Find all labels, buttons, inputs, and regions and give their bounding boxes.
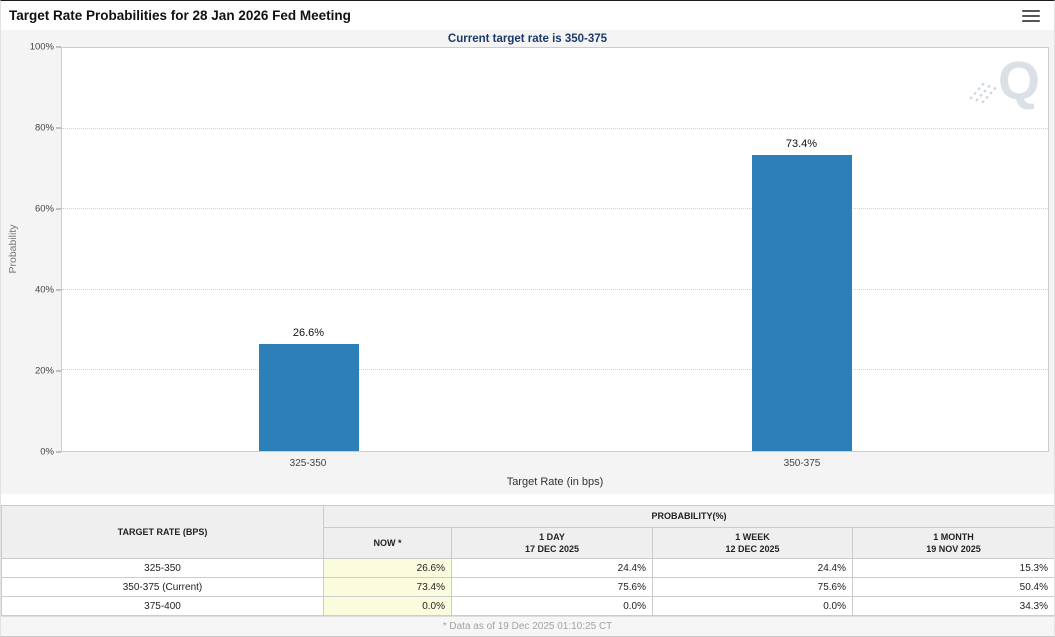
table-sub-header-row: NOW * 1 DAY 17 DEC 2025 1 WEEK 12 DEC 2025 1 … — [2, 527, 1054, 559]
y-tick-mark — [56, 451, 61, 453]
y-tick-label: 60% — [34, 203, 54, 215]
probability-group-header: PROBABILITY(%) — [323, 505, 1054, 528]
bar-value-label: 26.6% — [292, 326, 325, 339]
now-cell: 0.0% — [323, 596, 452, 616]
one-week-cell: 24.4% — [652, 558, 853, 578]
x-axis-title: Target Rate (in bps) — [506, 476, 604, 488]
gridline — [62, 208, 1048, 210]
one-month-cell: 34.3% — [852, 596, 1054, 616]
y-axis-labels: 0% 20% 40% 60% 80% 100% — [1, 42, 54, 458]
probability-table: TARGET RATE (BPS) PROBABILITY(%) NOW * 1 … — [1, 505, 1054, 616]
rate-cell: 350-375 (Current) — [1, 577, 324, 597]
quikstrike-logo-icon: Q — [968, 51, 1040, 111]
y-tick-mark — [56, 370, 61, 372]
one-day-cell: 24.4% — [451, 558, 653, 578]
header-bar: Target Rate Probabilities for 28 Jan 202… — [1, 1, 1054, 30]
bar-325-350 — [258, 343, 359, 451]
y-tick-mark — [56, 127, 61, 129]
logo-letter: Q — [997, 51, 1040, 111]
y-tick-label: 0% — [40, 446, 54, 458]
y-tick-mark — [56, 208, 61, 210]
one-week-cell: 0.0% — [652, 596, 853, 616]
rate-column-header: TARGET RATE (BPS) — [1, 505, 324, 559]
hamburger-line — [1022, 15, 1040, 17]
probability-column-header: 1 DAY 17 DEC 2025 — [451, 527, 653, 559]
x-axis-labels: 325-350 350-375 — [61, 458, 1049, 471]
one-week-cell: 75.6% — [652, 577, 853, 597]
now-cell: 73.4% — [323, 577, 452, 597]
one-day-cell: 0.0% — [451, 596, 653, 616]
page-title: Target Rate Probabilities for 28 Jan 202… — [9, 8, 351, 23]
gridline — [62, 369, 1048, 371]
x-tick-label: 350-375 — [783, 458, 821, 469]
y-tick-mark — [56, 46, 61, 48]
gridline — [62, 288, 1048, 290]
gridline — [62, 127, 1048, 129]
footer-note: * Data as of 19 Dec 2025 01:10:25 CT — [1, 616, 1054, 636]
one-month-cell: 50.4% — [852, 577, 1054, 597]
x-tick-label: 325-350 — [289, 458, 327, 469]
logo-hatch-icon — [969, 82, 998, 103]
rate-cell: 375-400 — [1, 596, 324, 616]
rate-cell: 325-350 — [1, 558, 324, 578]
bar-value-label: 73.4% — [785, 138, 818, 151]
one-month-cell: 15.3% — [852, 558, 1054, 578]
now-cell: 26.6% — [323, 558, 452, 578]
probability-column-header: 1 MONTH 19 NOV 2025 — [852, 527, 1054, 559]
table-row: 375-400 0.0% 0.0% 0.0% 34.3% — [1, 596, 1054, 616]
y-tick-label: 20% — [34, 365, 54, 377]
table-body: 325-350 26.6% 24.4% 24.4% 15.3% 350-375 (Curr… — [1, 558, 1054, 616]
plot-area: Q 26.6% 73.4% — [61, 47, 1049, 452]
table-row: 325-350 26.6% 24.4% 24.4% 15.3% — [1, 558, 1054, 578]
y-tick-mark — [56, 289, 61, 291]
table-group-header-row: TARGET RATE (BPS) PROBABILITY(%) — [1, 505, 1054, 559]
y-tick-label: 40% — [34, 284, 54, 296]
probability-column-header: NOW * — [323, 527, 452, 559]
bar-350-375 — [751, 155, 852, 451]
hamburger-menu-icon[interactable] — [1022, 10, 1040, 22]
y-tick-label: 100% — [29, 41, 54, 53]
probability-column-header: 1 WEEK 12 DEC 2025 — [652, 527, 853, 559]
table-row: 350-375 (Current) 73.4% 75.6% 75.6% 50.4% — [1, 577, 1054, 597]
chart-subtitle: Current target rate is 350-375 — [447, 33, 608, 45]
y-tick-label: 80% — [34, 122, 54, 134]
y-axis-tick-marks — [56, 46, 61, 453]
hamburger-line — [1022, 10, 1040, 12]
one-day-cell: 75.6% — [451, 577, 653, 597]
chart-area: Current target rate is 350-375 Probabili… — [1, 30, 1054, 494]
hamburger-line — [1022, 20, 1040, 22]
